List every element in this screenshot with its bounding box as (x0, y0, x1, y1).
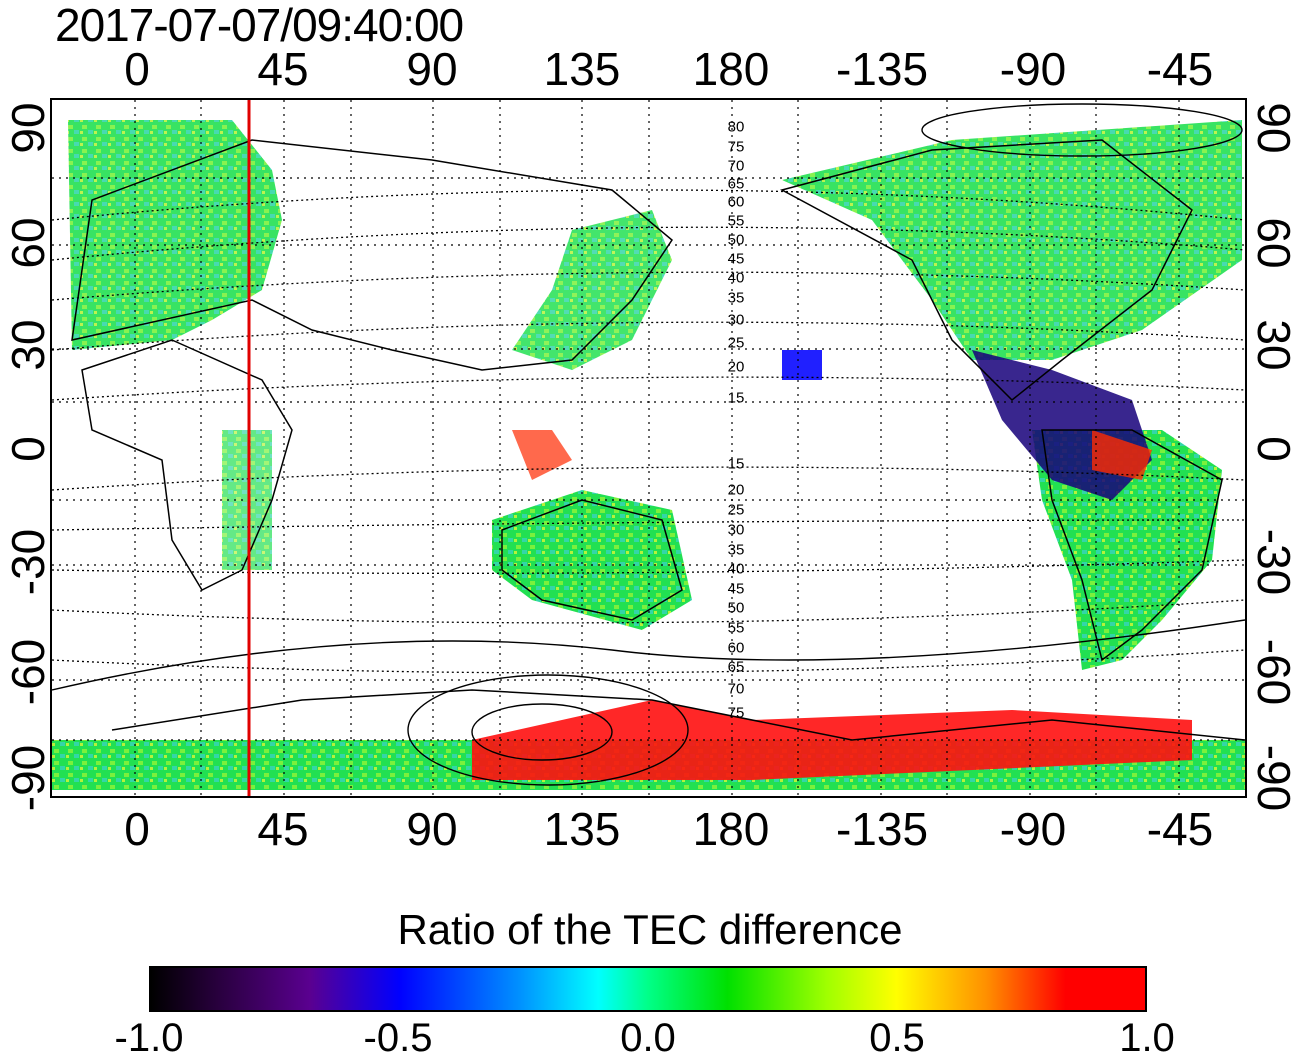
bottom-lon-tick: -45 (1146, 803, 1214, 855)
colorbar-tick: 1.0 (1119, 1016, 1175, 1060)
contour-label: 40 (727, 560, 745, 578)
top-lon-tick: 135 (543, 43, 621, 95)
contour-label: 65 (727, 175, 745, 193)
contour-label: 50 (727, 599, 745, 617)
bottom-lon-tick: 90 (406, 803, 458, 855)
coverage-north-america (782, 120, 1242, 360)
contour-label: 30 (727, 521, 745, 539)
contour-label: 25 (727, 334, 745, 352)
right-lat-tick: -30 (1248, 528, 1296, 596)
contour-label: 75 (727, 138, 745, 156)
coastline-eurasia (71, 139, 673, 371)
colorbar-tick: -0.5 (363, 1016, 433, 1060)
top-lon-tick: -90 (999, 43, 1067, 95)
coastline-north-america (779, 139, 1193, 402)
coverage-east-asia (512, 210, 672, 370)
contour-label: 80 (727, 118, 745, 136)
contour-label: 55 (727, 619, 745, 637)
top-lon-tick: 0 (124, 43, 150, 95)
right-lat-tick: 60 (1248, 217, 1296, 269)
right-lat-tick: 90 (1248, 102, 1296, 154)
contour-label: 25 (727, 501, 745, 519)
left-lat-tick: -90 (2, 744, 54, 812)
contour-label: 50 (727, 231, 745, 249)
left-lat-tick: -60 (2, 638, 54, 706)
contour-label: 15 (727, 389, 745, 407)
coverage-australia (492, 490, 692, 630)
contour-label: 15 (727, 455, 745, 473)
contour-label: 40 (727, 269, 745, 287)
bottom-lon-tick: 0 (124, 803, 150, 855)
contour-label: 35 (727, 541, 745, 559)
left-lat-tick: 90 (2, 102, 54, 154)
contour-label: 65 (727, 658, 745, 676)
coverage-central-america-dense (972, 350, 1152, 500)
colorbar-tick: 0.0 (620, 1016, 676, 1060)
colorbar-tick: 0.5 (869, 1016, 925, 1060)
contour-label: 35 (727, 289, 745, 307)
left-lat-tick: 30 (2, 319, 54, 371)
right-lat-tick: -60 (1248, 638, 1296, 706)
colorbar (149, 966, 1147, 1012)
contour-label: 75 (727, 704, 745, 722)
tec-map-canvas (52, 100, 1245, 796)
bottom-lon-tick: 45 (257, 803, 309, 855)
timestamp-title: 2017-07-07/09:40:00 (55, 0, 464, 51)
bottom-lon-tick: 180 (692, 803, 770, 855)
contour-label: 70 (727, 157, 745, 175)
contour-label: 70 (727, 680, 745, 698)
coastline-antarctica (111, 689, 1245, 741)
left-lat-tick: -30 (2, 528, 54, 596)
coastline-south-america (1041, 429, 1223, 662)
coverage-antarctic-red (472, 700, 1192, 780)
top-lon-tick: 90 (406, 43, 458, 95)
contour-label: 60 (727, 193, 745, 211)
left-lat-tick: 0 (2, 436, 54, 462)
contour-label: 45 (727, 250, 745, 268)
top-lon-tick: -45 (1146, 43, 1214, 95)
right-lat-tick: 0 (1248, 436, 1296, 462)
contour-label: 45 (727, 580, 745, 598)
left-lat-tick: 60 (2, 217, 54, 269)
top-lon-tick: 180 (692, 43, 770, 95)
right-lat-tick: -90 (1248, 744, 1296, 812)
contour-label: 20 (727, 358, 745, 376)
contour-label: 20 (727, 481, 745, 499)
right-lat-tick: 30 (1248, 319, 1296, 371)
contour-label: 55 (727, 212, 745, 230)
tec-map (50, 98, 1247, 798)
coastline-australia (501, 499, 683, 621)
bottom-lon-tick: 135 (543, 803, 621, 855)
bottom-lon-tick: -135 (835, 803, 929, 855)
top-lon-tick: -135 (835, 43, 929, 95)
coverage-south-america (1032, 430, 1222, 670)
contour-label: 60 (727, 639, 745, 657)
coastline-africa (81, 339, 293, 591)
colorbar-title: Ratio of the TEC difference (397, 906, 903, 953)
bottom-lon-tick: -90 (999, 803, 1067, 855)
colorbar-tick: -1.0 (114, 1016, 184, 1060)
top-lon-tick: 45 (257, 43, 309, 95)
contour-label: 30 (727, 311, 745, 329)
